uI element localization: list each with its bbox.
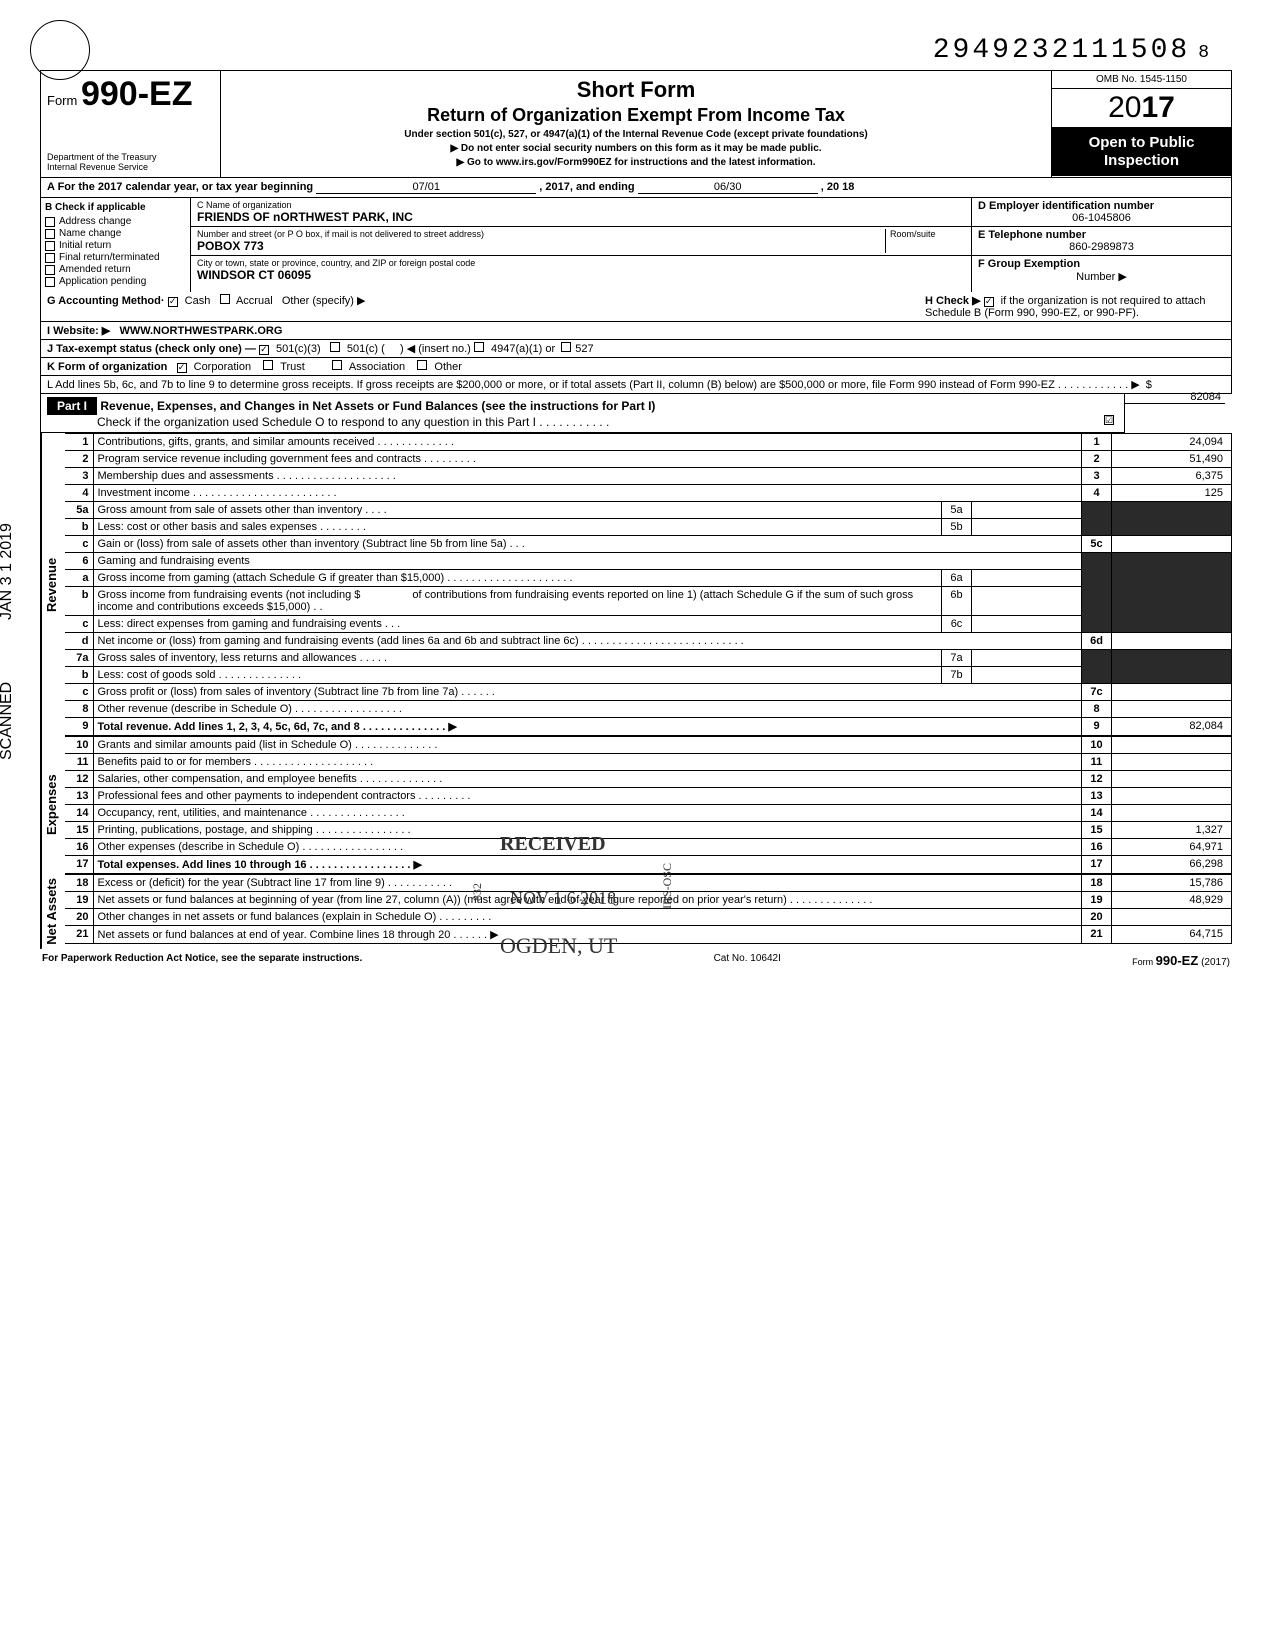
- netassets-table: 18Excess or (deficit) for the year (Subt…: [65, 874, 1232, 944]
- line-11-val: [1112, 754, 1232, 771]
- line-10-val: [1112, 737, 1232, 754]
- line-17-val: 66,298: [1112, 856, 1232, 874]
- line-8-val: [1112, 701, 1232, 718]
- line-k: K Form of organization ✓ Corporation Tru…: [40, 358, 1232, 376]
- line-20-val: [1112, 909, 1232, 926]
- subtitle-2: ▶ Do not enter social security numbers o…: [231, 143, 1041, 154]
- line-13-val: [1112, 788, 1232, 805]
- line-9-val: 82,084: [1112, 718, 1232, 736]
- chk-corp[interactable]: ✓: [177, 363, 187, 373]
- line-g-h: G Accounting Method· ✓ Cash Accrual Othe…: [40, 292, 1232, 322]
- scanned-stamp: SCANNED: [0, 682, 16, 760]
- line-16-val: 64,971: [1112, 839, 1232, 856]
- chk-amended[interactable]: [45, 265, 55, 275]
- expenses-label: Expenses: [41, 736, 65, 874]
- phone: 860-2989873: [978, 241, 1225, 253]
- chk-accrual[interactable]: [220, 294, 230, 304]
- org-name: FRIENDS OF nORTHWEST PARK, INC: [197, 210, 965, 224]
- omb-number: OMB No. 1545-1150: [1052, 71, 1231, 89]
- line-j: J Tax-exempt status (check only one) — ✓…: [40, 340, 1232, 358]
- line-6d-val: [1112, 633, 1232, 650]
- org-street: POBOX 773: [197, 239, 885, 253]
- col-b-checks: B Check if applicable Address change Nam…: [41, 198, 191, 292]
- chk-pending[interactable]: [45, 277, 55, 287]
- form-number: Form 990-EZ: [47, 75, 214, 114]
- line-4-val: 125: [1112, 485, 1232, 502]
- line-1-val: 24,094: [1112, 434, 1232, 451]
- chk-address[interactable]: [45, 217, 55, 227]
- website: WWW.NORTHWESTPARK.ORG: [119, 325, 282, 337]
- subtitle-3: ▶ Go to www.irs.gov/Form990EZ for instru…: [231, 157, 1041, 168]
- netassets-section: Net Assets 18Excess or (deficit) for the…: [40, 874, 1232, 949]
- page-footer: For Paperwork Reduction Act Notice, see …: [40, 949, 1232, 972]
- chk-527[interactable]: [561, 342, 571, 352]
- line-18-val: 15,786: [1112, 875, 1232, 892]
- line-7c-val: [1112, 684, 1232, 701]
- netassets-label: Net Assets: [41, 874, 65, 949]
- line-19-val: 48,929: [1112, 892, 1232, 909]
- line-12-val: [1112, 771, 1232, 788]
- chk-other-org[interactable]: [417, 360, 427, 370]
- chk-assoc[interactable]: [332, 360, 342, 370]
- subtitle-1: Under section 501(c), 527, or 4947(a)(1)…: [231, 129, 1041, 140]
- ein: 06-1045806: [978, 212, 1225, 224]
- chk-501c3[interactable]: ✓: [259, 345, 269, 355]
- scan-date-stamp: JAN 3 1 2019: [0, 523, 16, 620]
- open-to-public: Open to Public Inspection: [1052, 128, 1231, 176]
- revenue-label: Revenue: [41, 433, 65, 736]
- line-5c-val: [1112, 536, 1232, 553]
- chk-sched-o[interactable]: ☑: [1104, 415, 1114, 425]
- short-form-title: Short Form: [231, 77, 1041, 103]
- chk-501c[interactable]: [330, 342, 340, 352]
- chk-final[interactable]: [45, 253, 55, 263]
- line-i: I Website: ▶ WWW.NORTHWESTPARK.ORG: [40, 322, 1232, 340]
- line-14-val: [1112, 805, 1232, 822]
- line-l: L Add lines 5b, 6c, and 7b to line 9 to …: [40, 376, 1232, 394]
- chk-initial[interactable]: [45, 241, 55, 251]
- org-city: WINDSOR CT 06095: [197, 268, 965, 282]
- gross-receipts: 82084: [1125, 391, 1225, 404]
- expenses-section: Expenses 10Grants and similar amounts pa…: [40, 736, 1232, 874]
- chk-h[interactable]: ✓: [984, 297, 994, 307]
- block-bcd: B Check if applicable Address change Nam…: [40, 198, 1232, 292]
- form-header: Form 990-EZ Department of the Treasury I…: [40, 70, 1232, 178]
- col-c-org: C Name of organization FRIENDS OF nORTHW…: [191, 198, 971, 292]
- expenses-table: 10Grants and similar amounts paid (list …: [65, 736, 1232, 874]
- chk-name[interactable]: [45, 229, 55, 239]
- tax-year: 20201717: [1052, 89, 1231, 128]
- line-3-val: 6,375: [1112, 468, 1232, 485]
- dln-number: 29492321115088: [933, 35, 1212, 66]
- part1-header: Part I Revenue, Expenses, and Changes in…: [40, 394, 1125, 433]
- line-21-val: 64,715: [1112, 926, 1232, 944]
- revenue-table: 1Contributions, gifts, grants, and simil…: [65, 433, 1232, 736]
- line-2-val: 51,490: [1112, 451, 1232, 468]
- col-d-ids: D Employer identification number 06-1045…: [971, 198, 1231, 292]
- line-15-val: 1,327: [1112, 822, 1232, 839]
- revenue-section: Revenue 1Contributions, gifts, grants, a…: [40, 433, 1232, 736]
- doodle-circle: [30, 20, 90, 80]
- chk-trust[interactable]: [263, 360, 273, 370]
- return-title: Return of Organization Exempt From Incom…: [231, 105, 1041, 126]
- dept-label: Department of the Treasury Internal Reve…: [47, 153, 214, 173]
- chk-cash[interactable]: ✓: [168, 297, 178, 307]
- chk-4947[interactable]: [474, 342, 484, 352]
- line-a: A For the 2017 calendar year, or tax yea…: [40, 178, 1232, 198]
